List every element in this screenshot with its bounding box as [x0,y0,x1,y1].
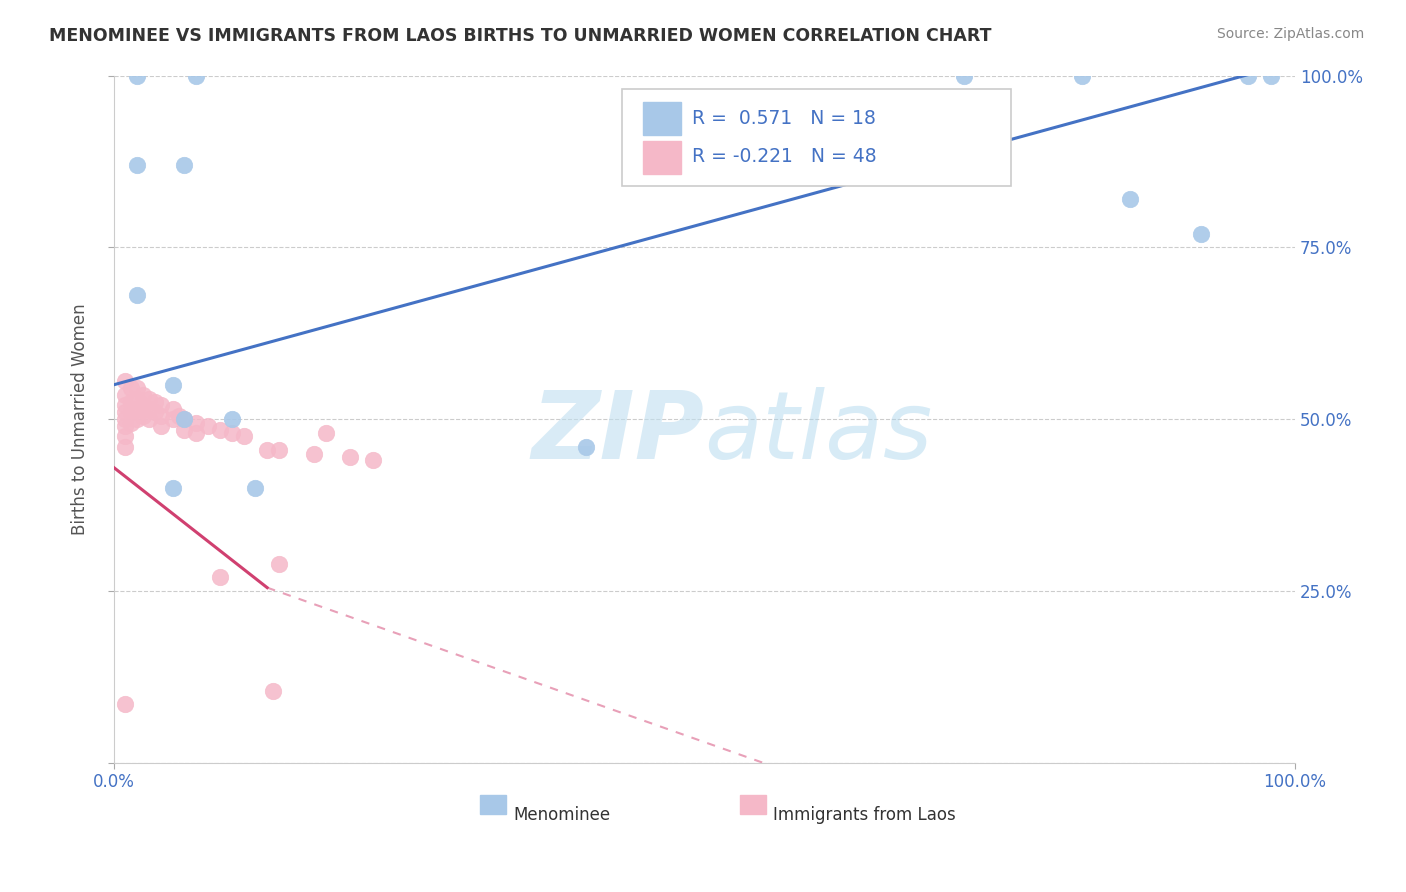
Point [143,405,166,419]
Point [315,425,337,440]
Y-axis label: Births to Unmarried Women: Births to Unmarried Women [72,303,89,535]
Point [149,399,172,413]
Text: Source: ZipAtlas.com: Source: ZipAtlas.com [1216,27,1364,41]
Point [162,412,184,426]
Point [138,412,160,426]
Point [173,412,195,426]
Bar [643,103,681,136]
Point [114,388,136,402]
Point [1260,69,1282,83]
Point [167,409,190,423]
Point [339,450,361,464]
Point [221,425,243,440]
Point [162,377,184,392]
Point [127,288,149,302]
Point [143,395,166,409]
Point [173,423,195,437]
Point [138,392,160,406]
Point [304,446,326,460]
Point [114,429,136,443]
Point [149,409,172,423]
Point [114,375,136,389]
Text: Immigrants from Laos: Immigrants from Laos [773,805,956,823]
Point [127,69,149,83]
Point [208,423,231,437]
Point [267,557,290,571]
Text: R = -0.221   N = 48: R = -0.221 N = 48 [693,147,877,166]
Point [1071,69,1094,83]
Point [835,158,858,172]
Point [132,409,155,423]
Point [132,399,155,413]
Point [162,481,184,495]
Point [245,481,267,495]
Point [221,412,243,426]
Text: R =  0.571   N = 18: R = 0.571 N = 18 [693,109,876,128]
Point [363,453,385,467]
Point [127,392,149,406]
Point [114,419,136,434]
Point [256,443,278,458]
Point [114,440,136,454]
Point [114,405,136,419]
Point [173,412,195,426]
FancyBboxPatch shape [621,89,1011,186]
Point [162,401,184,416]
Point [953,69,976,83]
Text: ZIP: ZIP [531,387,704,479]
Point [1118,192,1140,206]
Point [208,570,231,584]
Point [127,401,149,416]
Point [232,429,254,443]
Bar [740,795,766,814]
Text: atlas: atlas [704,387,932,478]
Point [120,381,142,395]
Point [575,440,598,454]
Point [173,158,195,172]
Point [114,399,136,413]
Point [186,425,208,440]
Point [132,388,155,402]
Point [127,158,149,172]
Point [120,395,142,409]
Point [114,412,136,426]
Text: MENOMINEE VS IMMIGRANTS FROM LAOS BIRTHS TO UNMARRIED WOMEN CORRELATION CHART: MENOMINEE VS IMMIGRANTS FROM LAOS BIRTHS… [49,27,991,45]
Point [267,443,290,458]
Point [127,412,149,426]
Bar [479,795,506,814]
Point [186,416,208,430]
Point [197,419,219,434]
Point [1236,69,1258,83]
Point [114,698,136,712]
Text: Menominee: Menominee [513,805,610,823]
Point [186,69,208,83]
Point [149,419,172,434]
Point [1189,227,1212,241]
Point [127,381,149,395]
Point [262,683,284,698]
Point [120,416,142,430]
Point [120,405,142,419]
Point [138,401,160,416]
Bar [643,141,681,174]
